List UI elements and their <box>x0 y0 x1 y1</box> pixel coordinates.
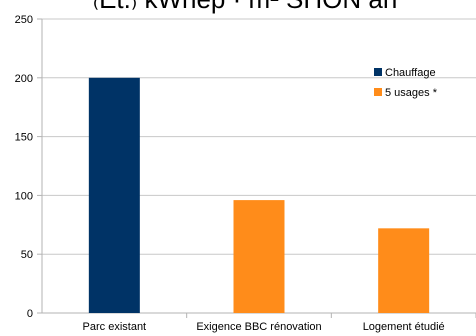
y-axis-ticks: 0 50 100 150 200 250 <box>15 14 33 320</box>
bar-5-usages--2 <box>378 228 430 313</box>
bar-5-usages--1 <box>233 200 285 313</box>
legend: Chauffage 5 usages * <box>374 67 438 99</box>
x-tick-label: Exigence BBC rénovation <box>196 321 321 333</box>
bar-chauffage-0 <box>88 77 140 313</box>
chart-title: ₍Et.₎ kWhep · m² SHON an <box>93 0 398 14</box>
y-tick-label: 150 <box>15 132 33 144</box>
legend-swatch <box>374 88 382 96</box>
x-tick-label: Parc existant <box>83 321 147 333</box>
y-tick-label: 250 <box>15 14 33 26</box>
y-tick-label: 100 <box>15 190 33 202</box>
x-axis-labels: Parc existant Exigence BBC rénovation Loge… <box>83 321 445 333</box>
y-tick-label: 0 <box>27 308 33 320</box>
x-tick-label: Logement étudié <box>363 321 445 333</box>
bars <box>88 77 430 313</box>
legend-label: 5 usages * <box>385 87 438 99</box>
y-tick-label: 200 <box>15 73 33 85</box>
legend-label: Chauffage <box>385 67 436 79</box>
y-tick-label: 50 <box>21 249 33 261</box>
legend-swatch <box>374 68 382 76</box>
